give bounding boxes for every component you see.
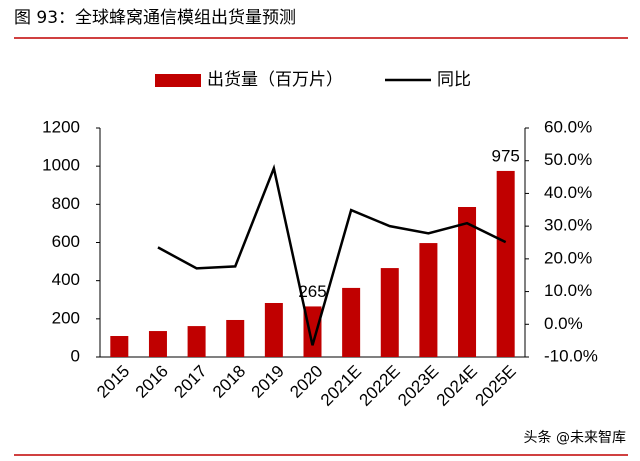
x-tick-label: 2023E: [394, 362, 442, 410]
chart-title: 图 93：全球蜂窝通信模组出货量预测: [14, 8, 296, 28]
y-tick-label: 400: [52, 270, 80, 289]
x-tick-label: 2017: [170, 362, 210, 402]
bar: [419, 243, 438, 357]
bar: [148, 331, 167, 357]
bar: [110, 336, 129, 357]
x-tick-label: 2022E: [356, 362, 404, 410]
bar: [496, 170, 515, 357]
y2-tick-label: 30.0%: [544, 216, 592, 235]
y2-tick-label: 60.0%: [544, 117, 592, 136]
y-tick-label: 200: [52, 308, 80, 327]
bar: [264, 302, 283, 357]
y-tick-label: 800: [52, 194, 80, 213]
x-tick-label: 2015: [93, 362, 133, 402]
y-tick-label: 600: [52, 232, 80, 251]
data-label: 265: [298, 282, 326, 301]
bar: [187, 326, 206, 357]
x-tick-label: 2025E: [471, 362, 519, 410]
legend-label: 出货量（百万片）: [207, 70, 343, 90]
bar: [458, 207, 477, 357]
y-tick-label: 1200: [42, 117, 80, 136]
y2-tick-label: 20.0%: [544, 248, 592, 267]
x-tick-label: 2016: [132, 362, 172, 402]
y-tick-label: 1000: [42, 156, 80, 175]
bar: [226, 319, 245, 357]
y2-tick-label: 50.0%: [544, 150, 592, 169]
x-tick-label: 2019: [248, 362, 288, 402]
legend-label: 同比: [437, 70, 471, 90]
x-tick-label: 2024E: [433, 362, 481, 410]
legend-swatch: [155, 74, 201, 87]
line: [157, 163, 507, 346]
y2-tick-label: -10.0%: [544, 346, 598, 365]
x-tick-label: 2021E: [317, 362, 365, 410]
y2-tick-label: 10.0%: [544, 281, 592, 300]
bar: [342, 287, 361, 357]
y-tick-label: 0: [71, 346, 80, 365]
y2-tick-label: 0.0%: [544, 314, 583, 333]
x-tick-label: 2018: [209, 362, 249, 402]
y2-tick-label: 40.0%: [544, 183, 592, 202]
bar: [380, 268, 399, 357]
watermark: 头条 @未来智库: [524, 429, 626, 446]
data-label: 975: [491, 146, 519, 165]
